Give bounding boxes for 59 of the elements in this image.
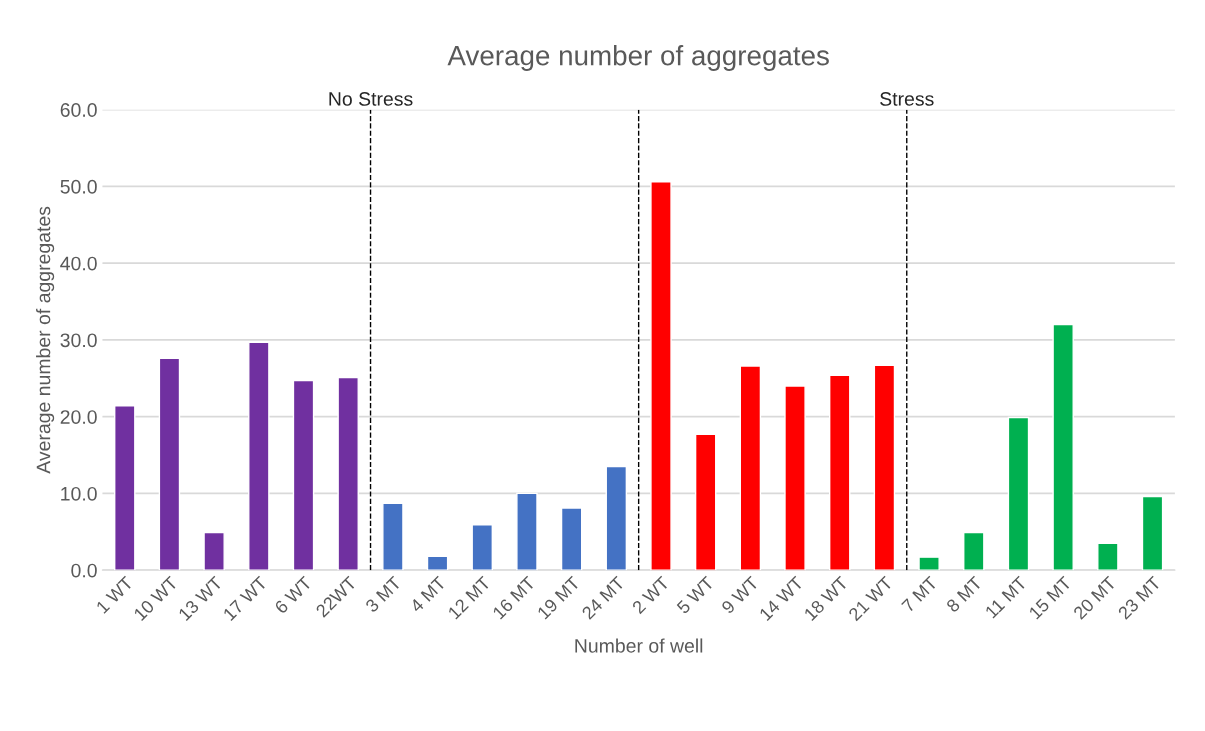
bar bbox=[1052, 323, 1074, 571]
bar bbox=[918, 556, 940, 571]
bar bbox=[1007, 416, 1030, 571]
y-tick-label: 30.0 bbox=[60, 333, 97, 348]
bar bbox=[382, 502, 404, 571]
x-tick-label: 14 WT bbox=[758, 575, 805, 621]
x-tick-label: 24 MT bbox=[581, 575, 626, 620]
y-tick-label: 50.0 bbox=[60, 179, 97, 194]
x-tick-label: 23 MT bbox=[1117, 575, 1162, 620]
x-tick-label: 8 MT bbox=[945, 575, 983, 613]
bar bbox=[739, 365, 762, 571]
x-tick-label: 2 WT bbox=[631, 575, 670, 615]
y-tick-label: 60.0 bbox=[60, 103, 97, 117]
x-tick-label: 20 MT bbox=[1072, 575, 1117, 620]
bar bbox=[471, 524, 494, 571]
bar bbox=[337, 376, 359, 571]
chart-title: Average number of aggregates bbox=[447, 45, 829, 71]
bar bbox=[248, 341, 270, 571]
text: No Stress bbox=[329, 92, 413, 106]
x-tick-label: 5 WT bbox=[676, 575, 715, 615]
y-tick-label: 40.0 bbox=[60, 256, 97, 271]
x-tick-label: 13 WT bbox=[177, 575, 224, 622]
bar bbox=[1141, 495, 1164, 571]
x-tick-label: 4 MT bbox=[409, 575, 447, 614]
x-tick-label: 7 MT bbox=[901, 575, 939, 613]
bar bbox=[292, 379, 315, 571]
bar bbox=[560, 507, 583, 571]
bar bbox=[426, 555, 449, 571]
x-tick-label: 6 WT bbox=[274, 575, 313, 615]
x-tick-label: 16 MT bbox=[492, 575, 537, 620]
y-axis-title: Average number of aggregates bbox=[36, 206, 55, 474]
x-tick-label: 19 MT bbox=[536, 575, 581, 620]
bar bbox=[114, 405, 136, 571]
x-tick-label: 15 MT bbox=[1028, 575, 1073, 620]
bar bbox=[784, 385, 806, 571]
y-tick-label: 20.0 bbox=[60, 410, 97, 424]
x-axis-title: Number of well bbox=[575, 638, 703, 653]
bar bbox=[963, 531, 985, 571]
x-tick-label: 21 WT bbox=[847, 575, 894, 622]
x-tick-label: 3 MT bbox=[364, 575, 402, 614]
x-tick-label: 10 WT bbox=[133, 575, 179, 622]
x-tick-label: 17 WT bbox=[222, 575, 268, 621]
x-tick-label: 11 MT bbox=[984, 575, 1028, 619]
y-tick-label: 10.0 bbox=[61, 486, 97, 501]
bar bbox=[873, 364, 896, 571]
text: Stress bbox=[880, 92, 934, 106]
y-tick-label: 0.0 bbox=[71, 563, 97, 578]
x-tick-label: 12 MT bbox=[447, 575, 492, 620]
bar bbox=[605, 465, 628, 571]
x-tick-label: 1 WT bbox=[95, 575, 134, 614]
bar bbox=[650, 181, 672, 571]
bar bbox=[828, 374, 851, 571]
x-tick-label: 18 WT bbox=[803, 575, 849, 622]
bar bbox=[158, 357, 181, 571]
bar bbox=[516, 492, 538, 571]
bar bbox=[694, 433, 717, 571]
x-tick-label: 9 WT bbox=[720, 575, 760, 615]
bar bbox=[203, 531, 225, 571]
bar bbox=[1097, 542, 1119, 571]
